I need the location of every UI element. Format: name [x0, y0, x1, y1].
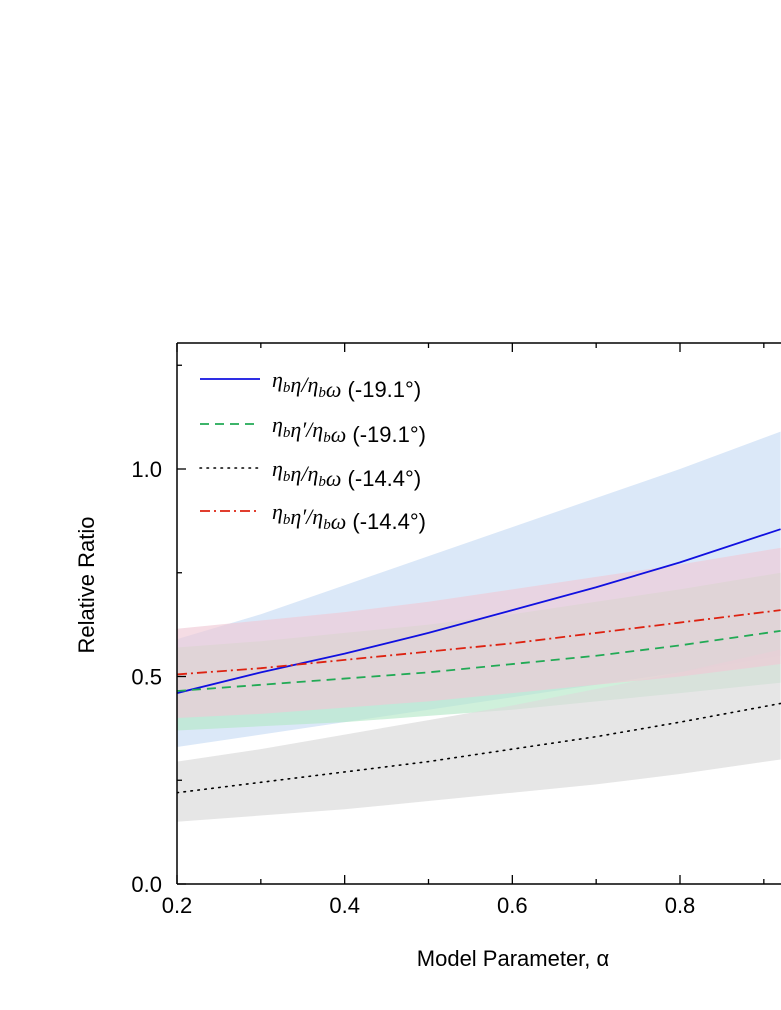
x-axis-title: Model Parameter, α: [417, 946, 610, 971]
y-axis-title: Relative Ratio: [74, 517, 99, 654]
legend-label-1: ηbη/ηbω (-19.1°): [272, 367, 421, 402]
legend-label-4: ηbη′/ηbω (-14.4°): [272, 499, 426, 534]
line-series-3: [177, 702, 781, 794]
series-lines: [177, 528, 781, 794]
y-tick-label: 0.5: [131, 665, 162, 690]
y-tick-label: 0.0: [131, 872, 162, 897]
tick-marks: [176, 343, 765, 885]
legend-label-2: ηbη′/ηbω (-19.1°): [272, 412, 426, 447]
line-series-2: [177, 629, 781, 692]
legend: ηbη/ηbω (-19.1°) ηbη′/ηbω (-19.1°) ηbη/ηbω…: [199, 367, 426, 534]
x-tick-label: 0.4: [329, 893, 360, 918]
band-series-3: [177, 649, 781, 822]
band-series-4: [177, 547, 781, 718]
tick-labels: 0.2 0.4 0.6 0.8 0.0 0.5 1.0: [131, 457, 695, 918]
y-tick-label: 1.0: [131, 457, 162, 482]
x-tick-label: 0.2: [162, 893, 193, 918]
x-tick-label: 0.8: [665, 893, 696, 918]
confidence-bands: [177, 431, 781, 822]
line-series-1: [177, 528, 781, 694]
x-tick-label: 0.6: [497, 893, 528, 918]
line-series-4: [177, 609, 781, 676]
legend-label-3: ηbη/ηbω (-14.4°): [272, 456, 421, 491]
